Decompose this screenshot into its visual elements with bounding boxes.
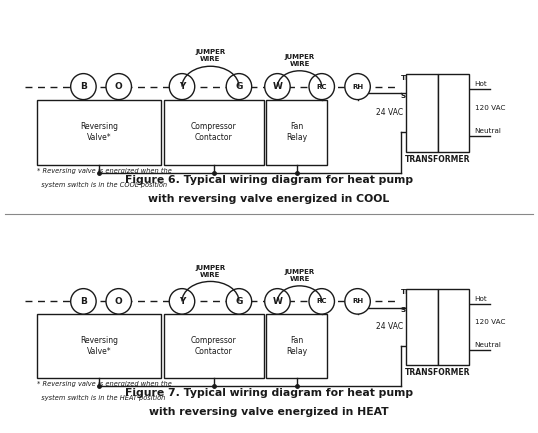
Text: SYSTEM: SYSTEM (400, 307, 433, 313)
Text: with reversing valve energized in COOL: with reversing valve energized in COOL (148, 194, 390, 204)
Circle shape (106, 74, 131, 100)
Text: Compressor
Contactor: Compressor Contactor (191, 123, 237, 142)
Text: O: O (115, 82, 123, 91)
Text: system switch is in the HEAT position: system switch is in the HEAT position (37, 394, 165, 401)
Text: system switch is in the COOL position: system switch is in the COOL position (37, 181, 167, 188)
Text: JUMPER
WIRE: JUMPER WIRE (285, 269, 315, 282)
Text: with reversing valve energized in HEAT: with reversing valve energized in HEAT (149, 407, 389, 417)
Bar (164, 100, 264, 165)
Circle shape (169, 74, 195, 100)
Text: RH: RH (352, 84, 363, 90)
Text: JUMPER
WIRE: JUMPER WIRE (195, 265, 225, 278)
Text: Y: Y (179, 297, 185, 306)
Text: 24 VAC: 24 VAC (376, 108, 403, 117)
Text: Reversing
Valve*: Reversing Valve* (80, 336, 118, 355)
Bar (37, 314, 161, 378)
Text: Y: Y (179, 82, 185, 91)
Text: Fan
Relay: Fan Relay (286, 123, 307, 142)
Text: * Reversing valve is energized when the: * Reversing valve is energized when the (37, 168, 172, 174)
Circle shape (265, 74, 290, 100)
Text: W: W (273, 82, 282, 91)
Bar (266, 314, 327, 378)
Text: RC: RC (316, 84, 327, 90)
Text: RC: RC (316, 298, 327, 304)
Text: * Reversing valve is energized when the: * Reversing valve is energized when the (37, 381, 172, 387)
Text: Neutral: Neutral (475, 342, 501, 348)
Text: B: B (80, 297, 87, 306)
Circle shape (169, 289, 195, 314)
Text: Neutral: Neutral (475, 128, 501, 134)
Text: W: W (273, 297, 282, 306)
Text: G: G (235, 82, 243, 91)
Circle shape (106, 289, 131, 314)
Bar (266, 100, 327, 165)
Text: Hot: Hot (475, 296, 487, 302)
Text: Fan
Relay: Fan Relay (286, 336, 307, 355)
Text: 24 VAC: 24 VAC (376, 322, 403, 331)
Text: B: B (80, 82, 87, 91)
Circle shape (226, 74, 252, 100)
Text: Compressor
Contactor: Compressor Contactor (191, 336, 237, 355)
Circle shape (265, 289, 290, 314)
Text: TRANSFORMER: TRANSFORMER (405, 368, 470, 377)
Bar (37, 100, 161, 165)
Circle shape (70, 289, 96, 314)
Text: Reversing
Valve*: Reversing Valve* (80, 123, 118, 142)
Circle shape (345, 74, 370, 100)
Text: JUMPER
WIRE: JUMPER WIRE (285, 54, 315, 67)
Bar (438, 289, 469, 365)
Circle shape (309, 74, 335, 100)
Circle shape (70, 74, 96, 100)
Text: 120 VAC: 120 VAC (475, 319, 505, 325)
Bar (406, 74, 438, 152)
Text: O: O (115, 297, 123, 306)
Text: TRANSFORMER: TRANSFORMER (405, 155, 470, 164)
Text: SYSTEM: SYSTEM (400, 93, 433, 99)
Circle shape (226, 289, 252, 314)
Text: Figure 6. Typical wiring diagram for heat pump: Figure 6. Typical wiring diagram for hea… (125, 174, 413, 185)
Circle shape (309, 289, 335, 314)
Text: JUMPER
WIRE: JUMPER WIRE (195, 49, 225, 62)
Text: THERMOSTAT: THERMOSTAT (400, 74, 455, 81)
Bar (406, 289, 438, 365)
Circle shape (345, 289, 370, 314)
Text: Figure 7. Typical wiring diagram for heat pump: Figure 7. Typical wiring diagram for hea… (125, 388, 413, 397)
Bar (164, 314, 264, 378)
Bar (438, 74, 469, 152)
Text: THERMOSTAT: THERMOSTAT (400, 290, 455, 295)
Text: G: G (235, 297, 243, 306)
Text: 120 VAC: 120 VAC (475, 105, 505, 110)
Text: Hot: Hot (475, 81, 487, 87)
Text: RH: RH (352, 298, 363, 304)
